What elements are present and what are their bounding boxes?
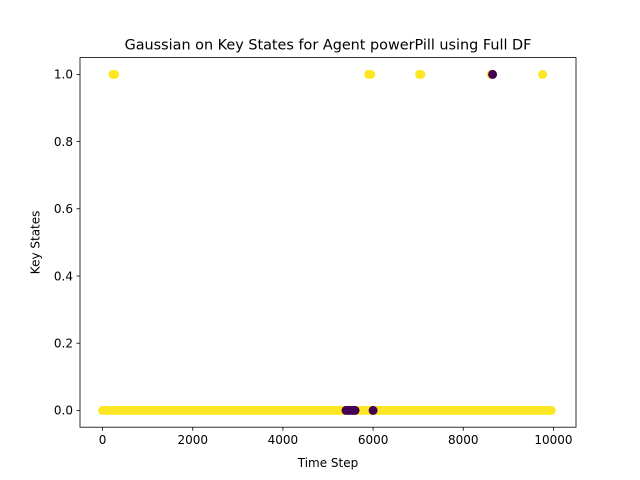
y-tick-label: 1.0 bbox=[54, 68, 73, 82]
y-tick-label: 0.6 bbox=[54, 202, 73, 216]
y-tick-label: 0.8 bbox=[54, 135, 73, 149]
data-point bbox=[546, 405, 556, 415]
x-tick-label: 6000 bbox=[358, 433, 389, 447]
x-tick-label: 0 bbox=[99, 433, 107, 447]
data-point bbox=[368, 405, 378, 415]
data-point bbox=[366, 69, 376, 79]
data-point bbox=[110, 69, 120, 79]
y-axis-ticks: 0.0 0.2 0.4 0.6 0.8 1.0 bbox=[54, 68, 80, 418]
plot-frame bbox=[79, 57, 577, 428]
x-tick-label: 8000 bbox=[448, 433, 479, 447]
x-axis-ticks: 0 2000 4000 6000 8000 10000 bbox=[99, 427, 573, 447]
y-tick-label: 0.0 bbox=[54, 404, 73, 418]
data-point bbox=[416, 69, 426, 79]
x-tick-label: 4000 bbox=[268, 433, 299, 447]
x-axis-label: Time Step bbox=[297, 456, 359, 470]
data-point bbox=[350, 405, 360, 415]
x-tick-label: 2000 bbox=[177, 433, 208, 447]
chart-title: Gaussian on Key States for Agent powerPi… bbox=[125, 38, 532, 54]
x-tick-label: 10000 bbox=[534, 433, 572, 447]
data-points bbox=[98, 69, 556, 415]
y-tick-label: 0.2 bbox=[54, 337, 73, 351]
y-tick-label: 0.4 bbox=[54, 269, 73, 283]
data-point bbox=[488, 69, 498, 79]
y-axis-label: Key States bbox=[29, 211, 43, 275]
data-point bbox=[538, 69, 548, 79]
